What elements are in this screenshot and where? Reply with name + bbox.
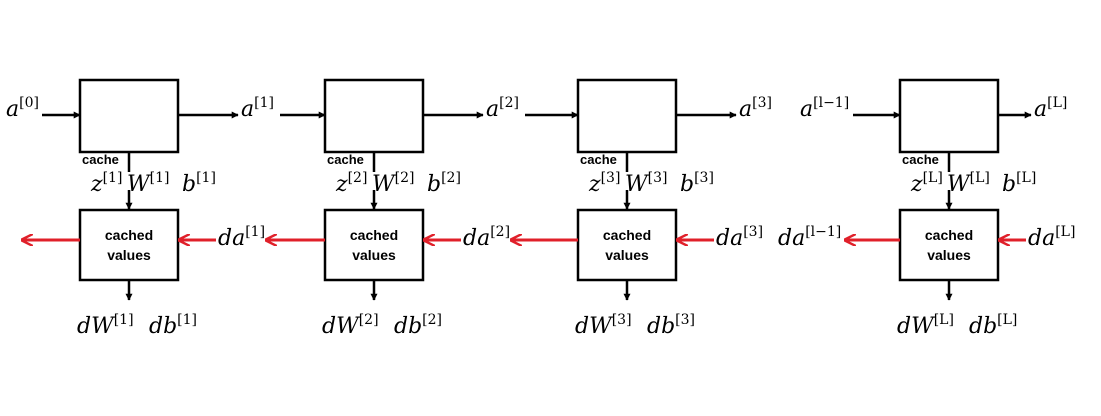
- stage-1-da-in-label: da[1]: [218, 224, 265, 251]
- stage-4-forward-box: [898, 78, 1000, 154]
- stage-2-forward-box: [323, 78, 425, 154]
- stage-3-backward-label-1: cached: [603, 227, 651, 243]
- stage-2-cache-label: cache: [327, 152, 364, 167]
- stage-2-output-label: a[2]: [486, 95, 519, 122]
- stage-4-grad-db: db[L]: [969, 312, 1017, 339]
- stage-4-param-b: b[L]: [1002, 170, 1036, 197]
- stage-3-param-z: z[3]: [588, 170, 620, 197]
- stage-4-da-in-label: da[L]: [1028, 224, 1075, 251]
- stage-1-param-b: b[1]: [182, 170, 216, 197]
- stage-3-grad-db: db[3]: [647, 312, 695, 339]
- stage-4-cache-label: cache: [902, 152, 939, 167]
- stage-3-backward-box: [576, 208, 678, 282]
- stage-2-param-b: b[2]: [427, 170, 461, 197]
- stage-2-grad-dw: dW[2]: [322, 312, 379, 339]
- stage-4-input-label: a[l−1]: [800, 95, 849, 122]
- stage-1-param-z: z[1]: [90, 170, 122, 197]
- stage-2-backward-box: [323, 208, 425, 282]
- stage-2-param-w: W[2]: [372, 170, 414, 197]
- stage-1-input-label: a[0]: [6, 95, 39, 122]
- stage-3-forward-box: [576, 78, 678, 154]
- stage-2-da-in-label: da[2]: [463, 224, 510, 251]
- stage-3-backward-label-2: values: [605, 247, 649, 263]
- stage-1-output-label: a[1]: [241, 95, 274, 122]
- stages-layer: cache z[1] W[1] b[1] cached values dW[1] db[1] a…: [6, 78, 1075, 339]
- stage-3-cache-label: cache: [580, 152, 617, 167]
- stage-4-param-w: W[L]: [947, 170, 990, 197]
- stage-4-da-out-label: da[l−1]: [778, 224, 841, 251]
- stage-3-output-label: a[3]: [739, 95, 772, 122]
- stage-2-backward-label-2: values: [352, 247, 396, 263]
- stage-4-grad-dw: dW[L]: [897, 312, 954, 339]
- stage-4-backward-label-2: values: [927, 247, 971, 263]
- stage-1-backward-box: [78, 208, 180, 282]
- stage-1-param-w: W[1]: [127, 170, 169, 197]
- stage-3-grad-dw: dW[3]: [575, 312, 632, 339]
- stage-4-output-label: a[L]: [1034, 95, 1067, 122]
- stage-3-param-b: b[3]: [680, 170, 714, 197]
- stage-4-param-z: z[L]: [910, 170, 943, 197]
- stage-1-backward-label-2: values: [107, 247, 151, 263]
- stage-2-grad-db: db[2]: [394, 312, 442, 339]
- stage-4-backward-box: [898, 208, 1000, 282]
- stage-2-backward-label-1: cached: [350, 227, 398, 243]
- stage-1-grad-dw: dW[1]: [77, 312, 134, 339]
- stage-1-forward-box: [78, 78, 180, 154]
- stage-1-backward-label-1: cached: [105, 227, 153, 243]
- stage-1-cache-label: cache: [82, 152, 119, 167]
- stage-3-da-in-label: da[3]: [716, 224, 763, 251]
- stage-2-param-z: z[2]: [335, 170, 367, 197]
- stage-1-grad-db: db[1]: [149, 312, 197, 339]
- stage-3-param-w: W[3]: [625, 170, 667, 197]
- stage-4-backward-label-1: cached: [925, 227, 973, 243]
